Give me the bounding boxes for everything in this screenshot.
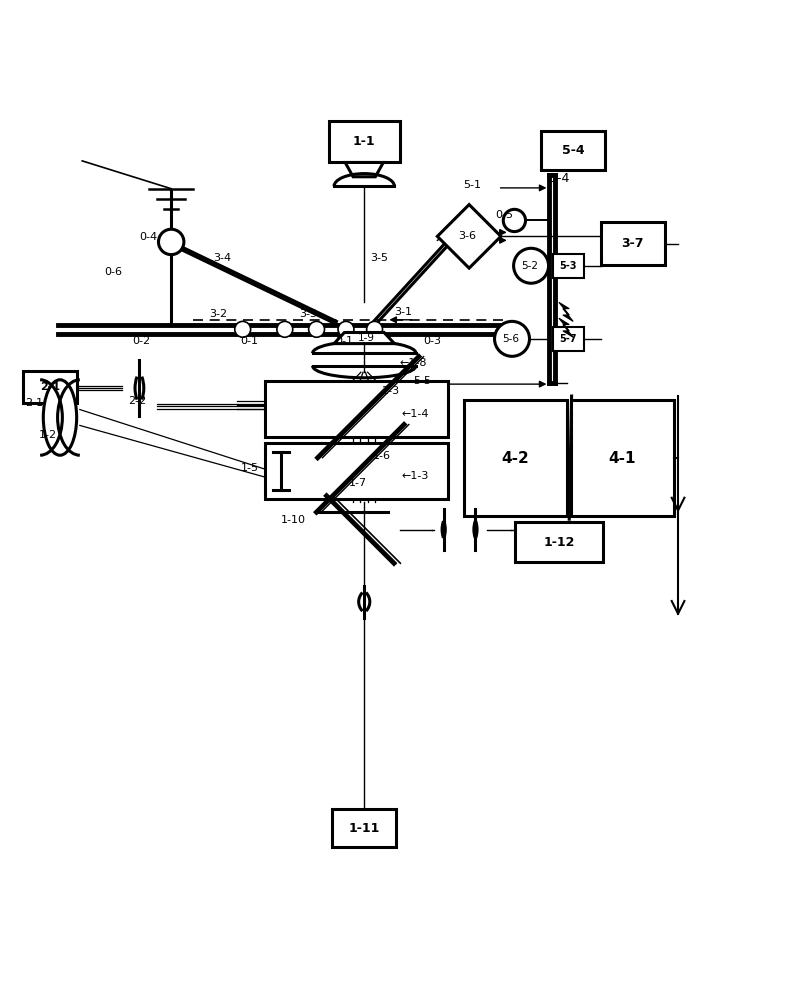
Text: 0-5: 0-5 bbox=[495, 210, 514, 220]
Circle shape bbox=[494, 322, 530, 357]
Circle shape bbox=[366, 322, 382, 338]
Text: 0-4: 0-4 bbox=[139, 232, 158, 242]
Text: ←1-4: ←1-4 bbox=[402, 408, 429, 418]
Text: 5-7: 5-7 bbox=[560, 334, 577, 344]
Text: 3-2: 3-2 bbox=[210, 310, 227, 320]
Bar bbox=[554, 254, 583, 277]
Text: 5-3: 5-3 bbox=[560, 260, 577, 270]
Text: 1-10: 1-10 bbox=[281, 515, 306, 525]
Text: ←1-3: ←1-3 bbox=[402, 471, 429, 481]
Text: 3-6: 3-6 bbox=[458, 231, 477, 241]
Text: 2-2: 2-2 bbox=[128, 396, 146, 406]
Text: 1-6: 1-6 bbox=[373, 451, 391, 461]
Text: 1-1: 1-1 bbox=[353, 136, 375, 149]
Text: 3-1: 3-1 bbox=[394, 307, 413, 317]
Bar bbox=[265, 443, 448, 498]
Text: 4-1: 4-1 bbox=[609, 450, 636, 465]
Text: 1-11: 1-11 bbox=[349, 822, 380, 835]
Bar bbox=[571, 400, 674, 516]
Bar bbox=[329, 122, 400, 163]
Text: 1-7: 1-7 bbox=[348, 477, 366, 487]
Polygon shape bbox=[334, 333, 394, 344]
Text: 1-9: 1-9 bbox=[358, 333, 375, 343]
Bar bbox=[554, 327, 583, 351]
Text: 4-2: 4-2 bbox=[502, 450, 529, 465]
Bar bbox=[542, 131, 605, 171]
Ellipse shape bbox=[43, 380, 77, 455]
Bar bbox=[463, 400, 567, 516]
Text: 1-12: 1-12 bbox=[543, 536, 574, 549]
Circle shape bbox=[277, 322, 293, 338]
Text: 5-4: 5-4 bbox=[549, 172, 569, 185]
Text: 1-2: 1-2 bbox=[39, 430, 58, 440]
Text: 2-1: 2-1 bbox=[40, 382, 61, 392]
Text: 3-7: 3-7 bbox=[622, 237, 644, 250]
Circle shape bbox=[309, 322, 325, 338]
Text: 0-1: 0-1 bbox=[335, 337, 354, 347]
Text: 3-4: 3-4 bbox=[214, 253, 231, 263]
Text: 2-3: 2-3 bbox=[381, 386, 399, 396]
Circle shape bbox=[514, 248, 549, 283]
Text: 5-6: 5-6 bbox=[502, 334, 519, 344]
Polygon shape bbox=[559, 319, 573, 338]
Circle shape bbox=[234, 322, 250, 338]
Text: 1-5: 1-5 bbox=[241, 462, 259, 472]
Circle shape bbox=[158, 229, 184, 254]
Polygon shape bbox=[438, 205, 501, 268]
Text: 3-5: 3-5 bbox=[370, 253, 388, 263]
Text: 2-1: 2-1 bbox=[26, 398, 44, 408]
Text: 5-2: 5-2 bbox=[521, 260, 538, 270]
Bar bbox=[265, 381, 448, 436]
Bar bbox=[23, 372, 78, 403]
Bar bbox=[333, 809, 396, 847]
Circle shape bbox=[503, 209, 526, 231]
Bar bbox=[601, 222, 665, 265]
Text: 3-3: 3-3 bbox=[299, 310, 317, 320]
Text: 5-5: 5-5 bbox=[413, 376, 430, 386]
Text: 0-6: 0-6 bbox=[105, 267, 122, 277]
Text: ←1-8: ←1-8 bbox=[400, 358, 427, 368]
Circle shape bbox=[338, 322, 354, 338]
Text: 0-2: 0-2 bbox=[133, 337, 151, 347]
Text: 0-3: 0-3 bbox=[422, 337, 441, 347]
Bar bbox=[515, 523, 602, 562]
Polygon shape bbox=[345, 163, 383, 177]
Polygon shape bbox=[559, 303, 573, 322]
Text: 5-1: 5-1 bbox=[463, 180, 482, 190]
Text: 0-1: 0-1 bbox=[240, 337, 258, 347]
Text: 5-4: 5-4 bbox=[562, 144, 585, 157]
